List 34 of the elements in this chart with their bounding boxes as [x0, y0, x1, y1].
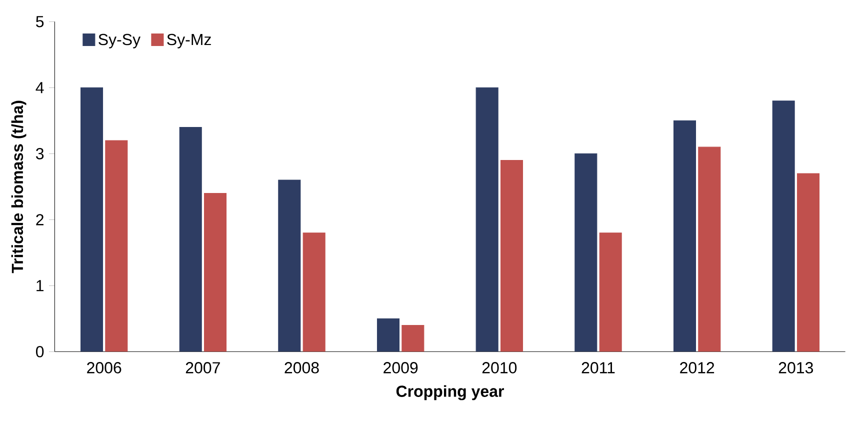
x-tick-label: 2007 — [186, 362, 220, 374]
x-tick-label: 2013 — [778, 362, 813, 374]
y-tick-label: 3 — [36, 148, 44, 160]
y-tick-label: 2 — [36, 214, 44, 226]
x-tick-label: 2011 — [582, 362, 615, 374]
y-tick-label: 5 — [36, 16, 44, 28]
x-tick-label: 2006 — [87, 362, 122, 374]
bar — [772, 100, 795, 352]
bar — [204, 192, 227, 352]
bar — [574, 153, 598, 352]
bar — [796, 173, 820, 352]
x-tick-label: 2010 — [482, 362, 517, 374]
y-tick-label: 4 — [36, 82, 44, 94]
y-tick-label: 0 — [36, 346, 44, 358]
bar — [673, 120, 696, 352]
bar — [179, 126, 202, 352]
bar — [80, 87, 104, 352]
x-tick-label: 2008 — [284, 362, 319, 374]
bar — [302, 232, 326, 352]
bar — [476, 87, 498, 352]
legend-label: Sy-Sy — [98, 34, 140, 48]
bar — [376, 318, 400, 352]
x-tick-label: 2009 — [384, 362, 418, 374]
x-tick-label: 2012 — [680, 362, 714, 374]
x-axis-title: Cropping year — [396, 385, 504, 400]
bar — [105, 140, 128, 352]
bar — [278, 180, 301, 352]
y-tick-label: 1 — [36, 280, 44, 292]
bar — [599, 232, 622, 352]
legend-label: Sy-Mz — [167, 34, 211, 48]
bar — [698, 146, 721, 352]
bar — [500, 160, 524, 352]
bar — [402, 324, 424, 352]
y-axis-title: Triticale biomass (t/ha) — [11, 100, 26, 274]
